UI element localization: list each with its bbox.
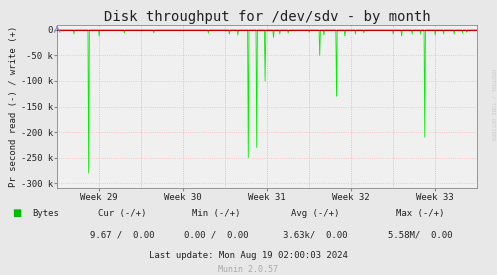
Text: 9.67 /  0.00: 9.67 / 0.00 bbox=[89, 231, 154, 240]
Text: Munin 2.0.57: Munin 2.0.57 bbox=[219, 265, 278, 274]
Text: 5.58M/  0.00: 5.58M/ 0.00 bbox=[388, 231, 452, 240]
Text: Max (-/+): Max (-/+) bbox=[396, 209, 444, 218]
Text: Cur (-/+): Cur (-/+) bbox=[97, 209, 146, 218]
Text: ■: ■ bbox=[12, 208, 22, 218]
Text: Bytes: Bytes bbox=[32, 209, 59, 218]
Text: Min (-/+): Min (-/+) bbox=[192, 209, 241, 218]
Text: 3.63k/  0.00: 3.63k/ 0.00 bbox=[283, 231, 348, 240]
Text: RRDTOOL / TOBI OETIKER: RRDTOOL / TOBI OETIKER bbox=[491, 69, 496, 140]
Text: 0.00 /  0.00: 0.00 / 0.00 bbox=[184, 231, 248, 240]
Text: Last update: Mon Aug 19 02:00:03 2024: Last update: Mon Aug 19 02:00:03 2024 bbox=[149, 251, 348, 260]
Title: Disk throughput for /dev/sdv - by month: Disk throughput for /dev/sdv - by month bbox=[104, 10, 430, 24]
Y-axis label: Pr second read (-) / write (+): Pr second read (-) / write (+) bbox=[9, 26, 18, 187]
Text: Avg (-/+): Avg (-/+) bbox=[291, 209, 340, 218]
